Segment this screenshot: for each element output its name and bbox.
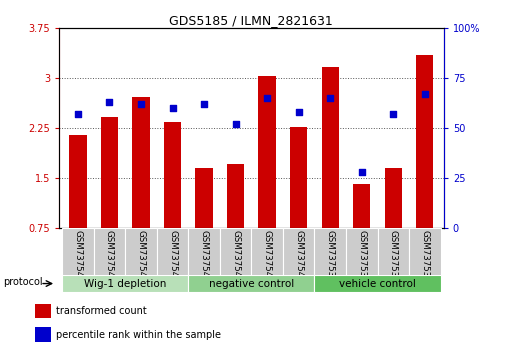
Bar	[62, 228, 94, 276]
Text: negative control: negative control	[209, 279, 294, 289]
Bar	[164, 122, 181, 228]
Bar	[283, 228, 314, 276]
Text: transformed count: transformed count	[55, 306, 146, 316]
Point	[168, 105, 176, 111]
Bar	[416, 55, 433, 228]
Text: GSM737543: GSM737543	[168, 230, 177, 282]
Bar	[35, 327, 51, 342]
Point	[74, 112, 82, 117]
Bar	[227, 164, 244, 228]
Point	[421, 91, 429, 97]
Bar	[94, 228, 125, 276]
Bar	[69, 135, 87, 228]
Bar	[125, 228, 157, 276]
Bar	[385, 169, 402, 228]
Text: GSM737546: GSM737546	[263, 230, 272, 282]
Bar	[35, 304, 51, 318]
Bar	[195, 169, 213, 228]
Bar	[62, 275, 188, 292]
Text: protocol: protocol	[3, 277, 43, 287]
Point	[263, 96, 271, 101]
Text: GSM737536: GSM737536	[326, 230, 334, 282]
Text: GSM737542: GSM737542	[136, 230, 146, 282]
Text: GSM737544: GSM737544	[200, 230, 209, 282]
Point	[389, 112, 398, 117]
Bar	[132, 97, 150, 228]
Bar	[259, 76, 276, 228]
Bar	[353, 184, 370, 228]
Bar	[188, 275, 314, 292]
Bar	[220, 228, 251, 276]
Text: Wig-1 depletion: Wig-1 depletion	[84, 279, 166, 289]
Bar	[314, 228, 346, 276]
Point	[326, 96, 334, 101]
Point	[358, 170, 366, 175]
Text: GSM737537: GSM737537	[357, 230, 366, 282]
Point	[294, 109, 303, 115]
Text: GSM737547: GSM737547	[294, 230, 303, 282]
Text: GSM737545: GSM737545	[231, 230, 240, 282]
Point	[105, 99, 113, 105]
Point	[231, 121, 240, 127]
Bar	[290, 127, 307, 228]
Title: GDS5185 / ILMN_2821631: GDS5185 / ILMN_2821631	[169, 14, 333, 27]
Bar	[157, 228, 188, 276]
Bar	[188, 228, 220, 276]
Text: GSM737539: GSM737539	[420, 230, 429, 282]
Bar	[346, 228, 378, 276]
Text: vehicle control: vehicle control	[339, 279, 416, 289]
Text: GSM737540: GSM737540	[73, 230, 83, 282]
Bar	[314, 275, 441, 292]
Bar	[101, 117, 118, 228]
Bar	[378, 228, 409, 276]
Bar	[409, 228, 441, 276]
Point	[137, 102, 145, 107]
Text: GSM737538: GSM737538	[389, 230, 398, 282]
Point	[200, 102, 208, 107]
Bar	[251, 228, 283, 276]
Text: percentile rank within the sample: percentile rank within the sample	[55, 330, 221, 340]
Text: GSM737541: GSM737541	[105, 230, 114, 282]
Bar	[322, 67, 339, 228]
